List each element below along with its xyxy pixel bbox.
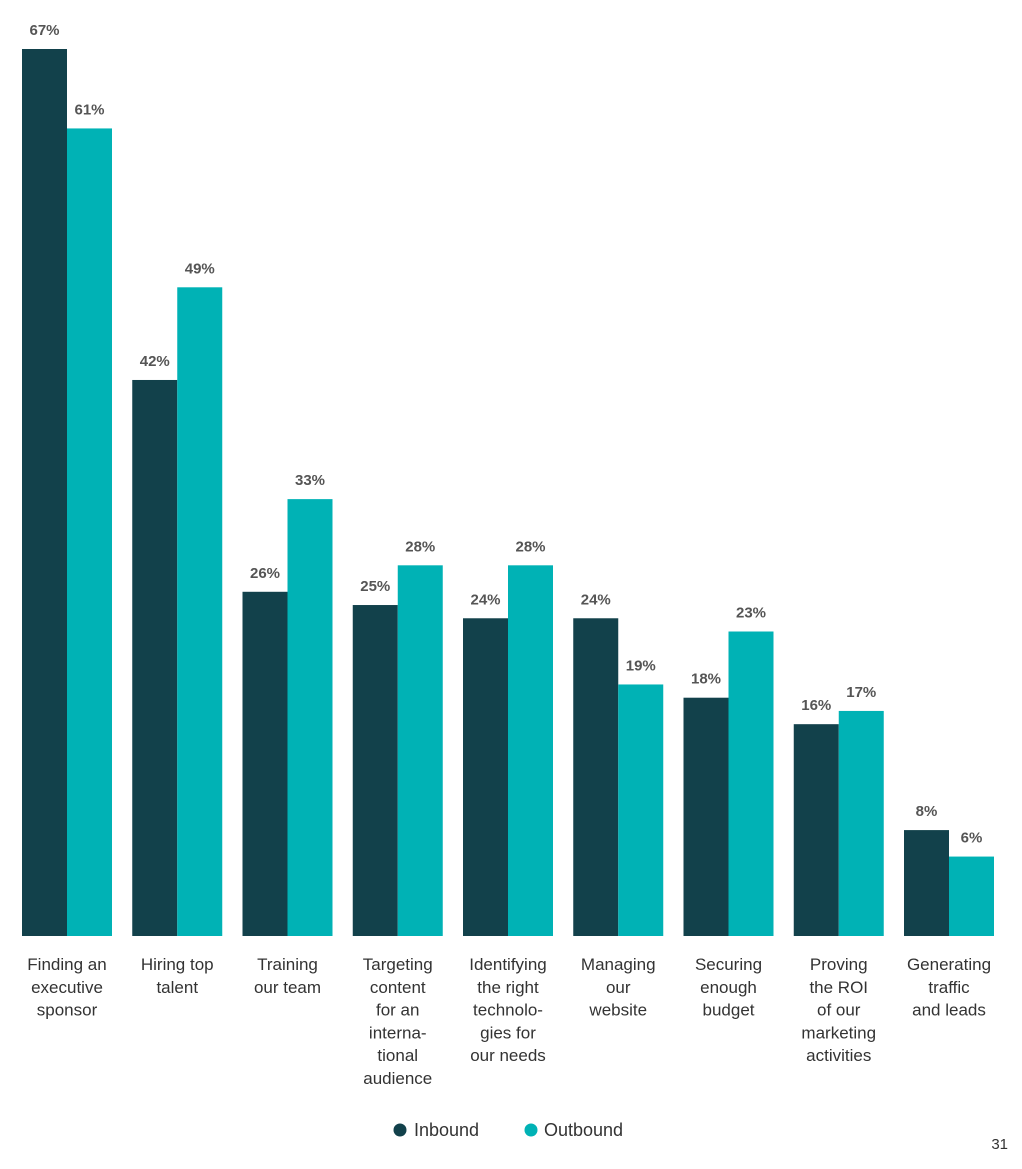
value-label-inbound-6: 18% xyxy=(691,671,721,688)
bar-inbound-1 xyxy=(132,379,178,936)
category-label-7: Proving the ROI of our marketing activities xyxy=(801,955,876,1065)
bar-outbound-4 xyxy=(508,565,553,936)
category-label-8: Generating traffic and leads xyxy=(907,955,991,1020)
category-label-0: Finding an executive sponsor xyxy=(27,955,106,1020)
category-label-4: Identifying the right technolo-gies for our… xyxy=(469,955,547,1065)
bar-outbound-0 xyxy=(67,128,112,936)
bar-outbound-2 xyxy=(287,499,333,936)
legend-marker-outbound xyxy=(524,1123,538,1137)
value-label-inbound-8: 8% xyxy=(916,803,938,820)
category-label-3: Targeting content for an interna-tional audi… xyxy=(363,955,433,1088)
category-label-2: Training our team xyxy=(254,955,321,997)
bar-inbound-2 xyxy=(242,591,288,936)
bar-outbound-7 xyxy=(838,710,884,936)
legend: Inbound Outbound xyxy=(393,1120,623,1140)
value-label-inbound-1: 42% xyxy=(140,353,170,370)
value-label-inbound-2: 26% xyxy=(250,565,280,582)
value-label-outbound-0: 61% xyxy=(74,101,104,118)
value-label-outbound-3: 28% xyxy=(405,538,435,555)
legend-label-outbound: Outbound xyxy=(544,1120,623,1140)
category-label-6: Securing enough budget xyxy=(695,955,762,1020)
value-label-outbound-6: 23% xyxy=(736,605,766,622)
value-label-outbound-2: 33% xyxy=(295,472,325,489)
bar-inbound-5 xyxy=(573,618,619,936)
bar-inbound-0 xyxy=(22,49,67,936)
category-labels-group: Finding an executive sponsor Hiring top tale… xyxy=(27,955,991,1088)
bar-inbound-3 xyxy=(352,605,398,936)
value-label-outbound-5: 19% xyxy=(626,657,656,674)
bar-inbound-6 xyxy=(683,697,729,936)
value-label-outbound-8: 6% xyxy=(961,830,983,847)
bar-outbound-6 xyxy=(728,631,774,936)
bar-outbound-5 xyxy=(618,684,664,936)
page-number: 31 xyxy=(991,1136,1008,1153)
bar-inbound-8 xyxy=(904,830,949,936)
value-label-inbound-4: 24% xyxy=(470,591,500,608)
value-label-outbound-1: 49% xyxy=(185,260,215,277)
value-label-outbound-7: 17% xyxy=(846,684,876,701)
category-label-1: Hiring top talent xyxy=(141,955,214,997)
bar-outbound-8 xyxy=(949,856,994,936)
bars-group xyxy=(22,49,994,937)
value-label-inbound-3: 25% xyxy=(360,578,390,595)
bar-outbound-3 xyxy=(397,565,443,936)
bar-inbound-4 xyxy=(463,618,508,936)
bar-inbound-7 xyxy=(793,724,839,936)
value-label-inbound-0: 67% xyxy=(29,22,59,39)
legend-marker-inbound xyxy=(393,1123,407,1137)
value-label-inbound-5: 24% xyxy=(581,591,611,608)
value-labels-group: 67% 61% 42% 49% 26% 33% 25% 28% 24% 28% 24% 19% 18% 2… xyxy=(29,22,982,847)
value-label-inbound-7: 16% xyxy=(801,697,831,714)
legend-label-inbound: Inbound xyxy=(414,1120,479,1140)
category-label-5: Managing our website xyxy=(581,955,656,1020)
bar-outbound-1 xyxy=(177,287,223,937)
value-label-outbound-4: 28% xyxy=(515,538,545,555)
